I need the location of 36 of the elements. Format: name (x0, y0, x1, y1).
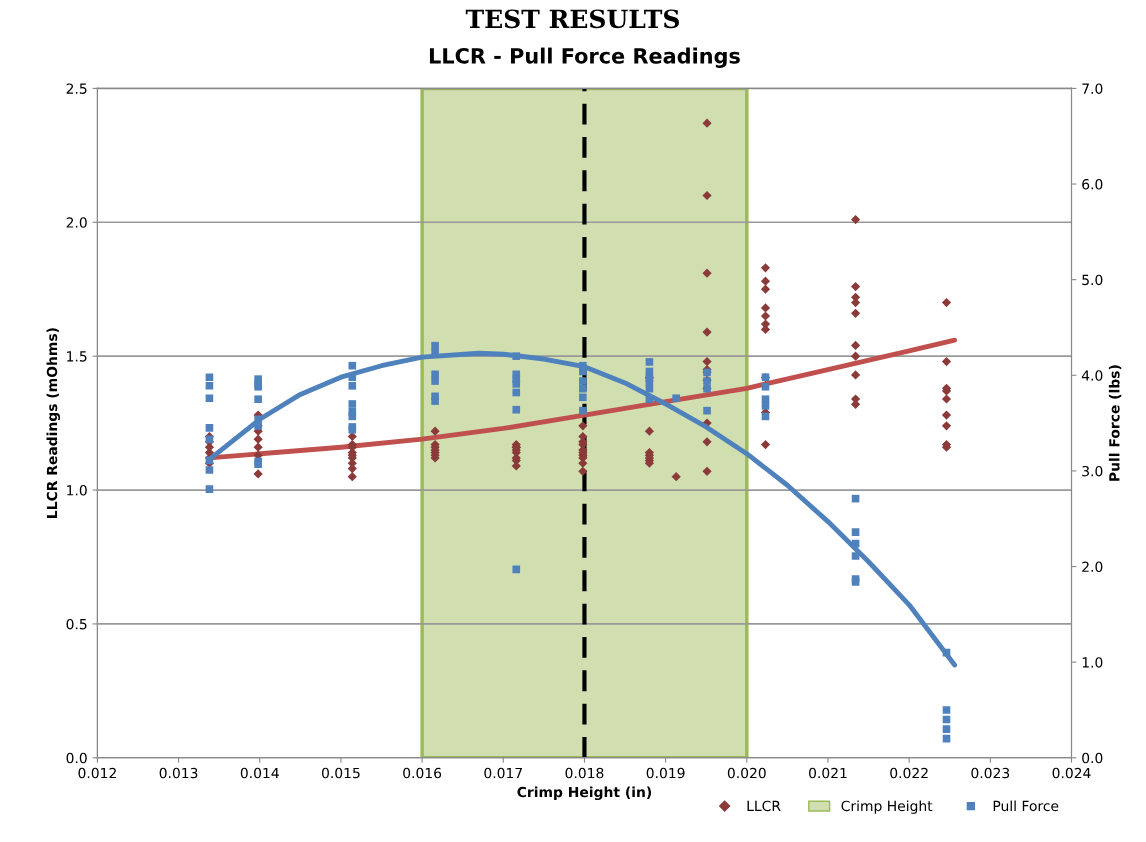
y2-tick-label: 7.0 (1082, 83, 1103, 94)
y-tick-label: 2.0 (66, 217, 87, 228)
x-tick-label: 0.023 (971, 767, 1010, 779)
y2-tick-label: 2.0 (1082, 561, 1103, 573)
y2-tick-label: 1.0 (1082, 657, 1103, 668)
x-tick-label: 0.024 (1052, 767, 1091, 779)
chart-title: LLCR - Pull Force Readings (429, 47, 740, 68)
line-series (207, 350, 958, 668)
y2-tick-label: 3.0 (1082, 465, 1103, 477)
y2-tick-label: 5.0 (1082, 274, 1103, 286)
x-tick-label: 0.019 (646, 767, 685, 779)
x-tick-label: 0.022 (890, 767, 928, 779)
legend-label: Crimp Height (841, 800, 933, 814)
x-tick-label: 0.017 (484, 767, 522, 779)
legend-label: Pull Force (993, 800, 1059, 812)
y-tick-label: 0.0 (66, 752, 87, 764)
y-tick-label: 1.0 (67, 485, 87, 496)
y2-axis-title: Pull Force (lbs) (1108, 365, 1122, 481)
x-tick-label: 0.021 (809, 767, 847, 779)
x-tick-label: 0.018 (565, 767, 604, 779)
legend-label: LLCR (747, 800, 781, 812)
x-axis-title: Crimp Height (in) (517, 786, 652, 801)
y2-tick-label: 4.0 (1081, 370, 1103, 381)
x-tick-label: 0.013 (159, 767, 198, 779)
y-tick-label: 2.5 (66, 83, 87, 94)
y-axis-title: LLCR Readings (mOhms) (46, 328, 61, 518)
y2-tick-label: 6.0 (1082, 179, 1103, 190)
x-tick-label: 0.015 (321, 767, 360, 779)
text: TEST RESULTS (465, 9, 679, 29)
x-tick-label: 0.012 (78, 767, 116, 779)
x-tick-label: 0.014 (240, 767, 279, 779)
x-tick-label: 0.016 (403, 767, 442, 779)
y-tick-label: 1.5 (67, 351, 87, 362)
y-tick-label: 0.5 (66, 618, 87, 630)
y2-tick-label: 0.0 (1082, 752, 1103, 764)
x-tick-label: 0.020 (727, 767, 766, 779)
